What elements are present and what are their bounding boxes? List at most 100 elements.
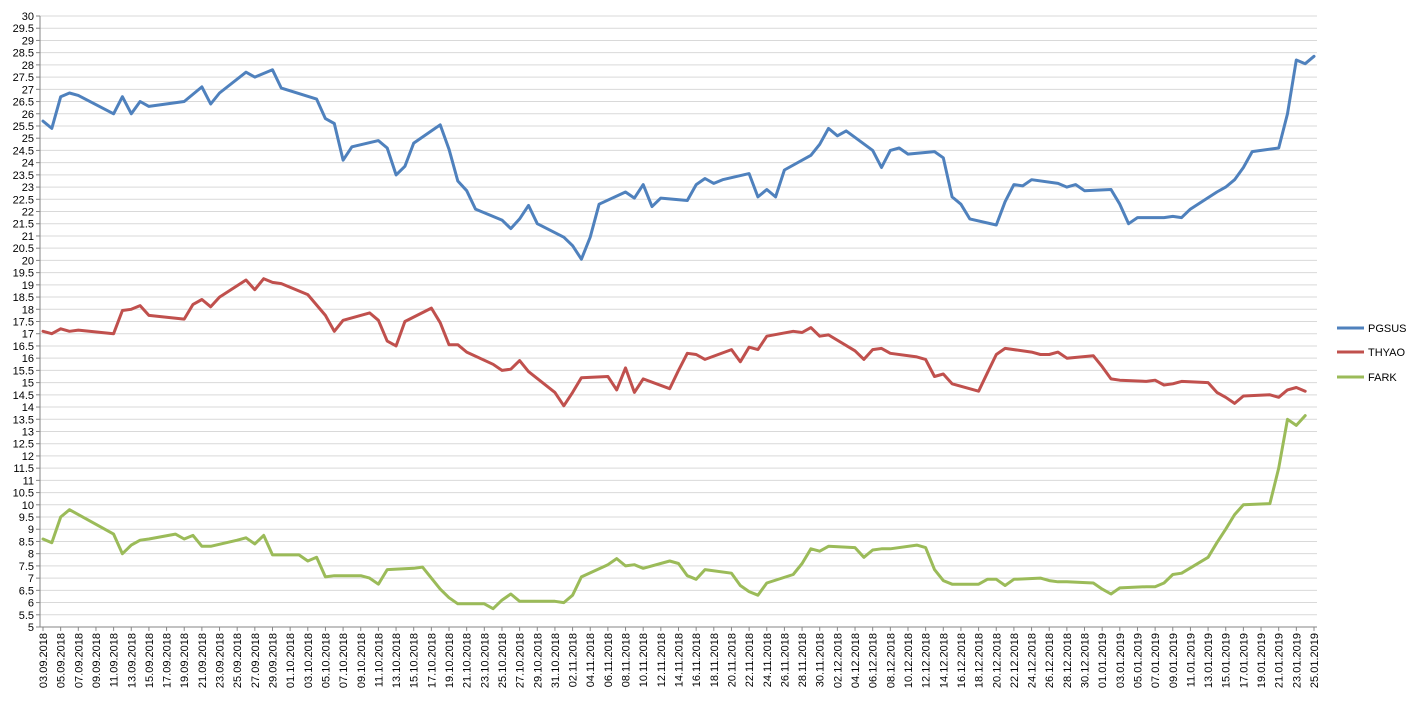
y-tick-label: 7.5 <box>19 561 34 573</box>
x-tick-label: 07.09.2018 <box>73 633 85 688</box>
y-tick-label: 22.5 <box>13 194 34 206</box>
x-tick-label: 17.01.2019 <box>1238 633 1250 688</box>
y-tick-label: 25.5 <box>13 121 34 133</box>
x-tick-label: 20.11.2018 <box>726 633 738 687</box>
y-axis: 55.566.577.588.599.51010.51111.51212.513… <box>13 11 41 634</box>
legend-label-thyao: THYAO <box>1368 347 1406 359</box>
y-tick-label: 9.5 <box>19 512 34 524</box>
y-tick-label: 19.5 <box>13 268 34 280</box>
x-tick-label: 24.12.2018 <box>1027 633 1039 688</box>
y-tick-label: 13 <box>22 426 34 438</box>
legend-label-pgsus: PGSUS <box>1368 323 1407 335</box>
y-tick-label: 12 <box>22 451 34 463</box>
x-tick-label: 28.12.2018 <box>1062 633 1074 688</box>
x-tick-label: 15.10.2018 <box>409 633 421 688</box>
y-tick-label: 17 <box>22 329 34 341</box>
y-tick-label: 24.5 <box>13 145 34 157</box>
x-tick-label: 21.09.2018 <box>197 633 209 688</box>
y-tick-label: 19 <box>22 280 34 292</box>
y-tick-label: 14.5 <box>13 390 34 402</box>
y-tick-label: 6 <box>28 598 34 610</box>
x-tick-label: 04.12.2018 <box>850 633 862 688</box>
y-tick-label: 25 <box>22 133 34 145</box>
y-tick-label: 13.5 <box>13 414 34 426</box>
x-tick-label: 27.09.2018 <box>250 633 262 688</box>
y-tick-label: 28 <box>22 60 34 72</box>
x-tick-label: 25.10.2018 <box>497 633 509 688</box>
x-tick-label: 09.09.2018 <box>91 633 103 688</box>
x-tick-label: 29.10.2018 <box>532 633 544 688</box>
x-tick-label: 08.11.2018 <box>621 633 633 687</box>
x-tick-label: 08.12.2018 <box>885 633 897 688</box>
y-tick-label: 27.5 <box>13 72 34 84</box>
y-tick-label: 15 <box>22 378 34 390</box>
y-tick-label: 21.5 <box>13 219 34 231</box>
x-tick-label: 30.12.2018 <box>1080 633 1092 688</box>
x-tick-label: 03.09.2018 <box>38 633 50 688</box>
y-tick-label: 22 <box>22 207 34 219</box>
y-tick-label: 23 <box>22 182 34 194</box>
y-tick-label: 16 <box>22 353 34 365</box>
y-tick-label: 17.5 <box>13 317 34 329</box>
x-tick-label: 02.12.2018 <box>832 633 844 688</box>
y-tick-label: 14 <box>22 402 34 414</box>
x-tick-label: 21.10.2018 <box>462 633 474 688</box>
y-tick-label: 16.5 <box>13 341 34 353</box>
y-tick-label: 24 <box>22 158 34 170</box>
x-tick-label: 03.01.2019 <box>1115 633 1127 688</box>
x-tick-label: 02.11.2018 <box>568 633 580 687</box>
x-tick-label: 22.12.2018 <box>1009 633 1021 688</box>
x-tick-label: 09.10.2018 <box>356 633 368 688</box>
legend-label-fark: FARK <box>1368 372 1397 384</box>
x-tick-label: 14.12.2018 <box>938 633 950 688</box>
y-tick-label: 8 <box>28 549 34 561</box>
x-tick-label: 06.11.2018 <box>603 633 615 687</box>
x-tick-label: 16.11.2018 <box>691 633 703 687</box>
x-tick-label: 22.11.2018 <box>744 633 756 687</box>
x-tick-label: 12.12.2018 <box>921 633 933 688</box>
x-tick-label: 15.01.2019 <box>1221 633 1233 688</box>
y-tick-label: 10 <box>22 500 34 512</box>
y-tick-label: 10.5 <box>13 488 34 500</box>
gridlines <box>40 15 1317 628</box>
x-tick-label: 24.11.2018 <box>762 633 774 687</box>
x-tick-label: 31.10.2018 <box>550 633 562 688</box>
x-tick-label: 25.09.2018 <box>232 633 244 688</box>
y-tick-label: 29.5 <box>13 23 34 35</box>
x-tick-label: 17.10.2018 <box>426 633 438 688</box>
x-tick-label: 19.10.2018 <box>444 633 456 688</box>
x-tick-label: 10.12.2018 <box>903 633 915 688</box>
y-tick-label: 30 <box>22 11 34 23</box>
x-tick-label: 03.10.2018 <box>303 633 315 688</box>
x-tick-label: 05.09.2018 <box>56 633 68 688</box>
x-tick-label: 28.11.2018 <box>797 633 809 687</box>
x-tick-label: 13.01.2019 <box>1203 633 1215 688</box>
y-tick-label: 21 <box>22 231 34 243</box>
x-tick-label: 01.01.2019 <box>1097 633 1109 688</box>
x-tick-label: 26.12.2018 <box>1044 633 1056 688</box>
y-tick-label: 11.5 <box>13 463 34 475</box>
y-tick-label: 5 <box>28 622 34 634</box>
y-tick-label: 7 <box>28 573 34 585</box>
y-tick-label: 23.5 <box>13 170 34 182</box>
y-tick-label: 5.5 <box>19 610 34 622</box>
y-tick-label: 20.5 <box>13 243 34 255</box>
x-tick-label: 04.11.2018 <box>585 633 597 687</box>
y-tick-label: 29 <box>22 35 34 47</box>
y-tick-label: 9 <box>28 524 34 536</box>
series-line-pgsus <box>41 54 1316 261</box>
y-tick-label: 20 <box>22 255 34 267</box>
x-axis: 03.09.2018 05.09.2018 07.09.2018 09.09.2018… <box>38 626 1321 688</box>
x-tick-label: 16.12.2018 <box>956 633 968 688</box>
y-tick-label: 11 <box>23 475 34 487</box>
x-tick-label: 26.11.2018 <box>779 633 791 687</box>
y-tick-label: 18.5 <box>13 292 34 304</box>
y-tick-label: 28.5 <box>13 48 34 60</box>
y-tick-label: 26 <box>22 109 34 121</box>
x-tick-label: 05.01.2019 <box>1132 633 1144 688</box>
y-tick-label: 12.5 <box>13 439 34 451</box>
x-tick-label: 01.10.2018 <box>285 633 297 688</box>
x-tick-label: 19.09.2018 <box>179 633 191 688</box>
